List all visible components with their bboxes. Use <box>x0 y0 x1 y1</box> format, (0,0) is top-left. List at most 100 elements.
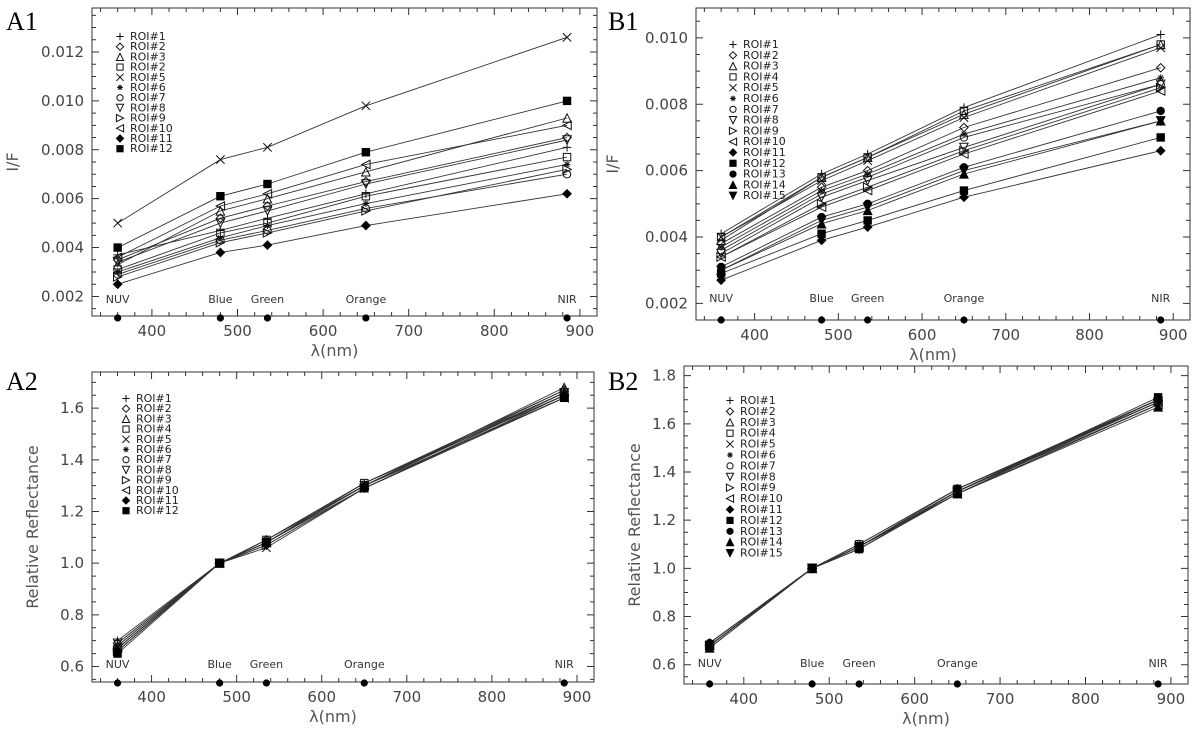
panel-B1-series-line-8 <box>720 83 1161 254</box>
panel-B2-band-dot <box>855 680 863 688</box>
panel-A1-legend-marker <box>115 103 125 113</box>
panel-A1-series-line-3 <box>117 117 568 266</box>
panel-A1-point <box>215 247 226 258</box>
panel-A1-point <box>263 179 272 189</box>
panel-B1-legend-label: ROI#4 <box>743 70 779 83</box>
panel-A2-ytick-label: 0.6 <box>60 658 84 676</box>
panel-A1-series-line-12 <box>117 100 568 249</box>
panel-A1-legend-label: ROI#9 <box>130 112 166 125</box>
panel-B1-legend-marker <box>729 105 737 113</box>
panel-A2-legend-label: ROI#11 <box>136 494 179 507</box>
panel-A1-point <box>563 161 571 168</box>
panel-B1: B1 400 500 600 700 800 900 0.002 0.004 0.006 0.00… <box>603 7 1191 364</box>
panel-B1-band-label: Blue <box>809 292 834 305</box>
panel-A2-point <box>360 484 369 493</box>
panel-A1-xlabel: λ(nm) <box>311 341 359 360</box>
panel-B1-legend-marker <box>728 126 738 136</box>
panel-A2-series-line-5 <box>117 392 565 652</box>
panel-A2-series-line-4 <box>117 394 565 649</box>
panel-B2-legend-label: ROI#14 <box>740 536 783 549</box>
panel-B1-band-dot <box>817 316 826 324</box>
panel-B1-xtick-label: 600 <box>908 326 937 344</box>
panel-B1-series-line-5 <box>720 47 1161 238</box>
panel-B2-legend-marker <box>726 516 734 524</box>
panel-B1-legend-marker <box>730 95 736 102</box>
panel-B1-point <box>959 112 969 123</box>
panel-B1-point <box>1156 106 1165 116</box>
panel-A2: A2 400 500 600 700 800 900 0.6 0.8 1.0 1.2 1.4 1.6 λ… <box>6 367 595 726</box>
panel-A2-point <box>113 649 122 658</box>
panel-B2-ytick-label: 1.0 <box>652 559 676 577</box>
panel-A2-legend-label: ROI#2 <box>136 402 172 415</box>
panel-A1-band-label: NIR <box>557 293 576 306</box>
panel-B2-legend-label: ROI#7 <box>740 459 776 472</box>
panel-B2-legend-label: ROI#10 <box>740 492 783 505</box>
panel-B1-legend-label: ROI#11 <box>743 146 786 159</box>
panel-B1-point <box>862 222 873 232</box>
panel-A1-ytick-label: 0.012 <box>41 43 84 61</box>
panel-A2-xtick-label: 700 <box>392 688 421 706</box>
panel-A2-band-label: Blue <box>207 658 232 671</box>
panel-A1-band-dot <box>114 314 122 322</box>
panel-B2-legend-marker <box>725 407 735 416</box>
panel-A2-point <box>215 558 224 568</box>
panel-B1-point <box>959 106 969 116</box>
panel-B1-legend-label: ROI#12 <box>743 157 786 170</box>
panel-A1-band-label: Orange <box>346 293 387 306</box>
panel-B2-xlabel: λ(nm) <box>902 709 950 728</box>
panel-B1-series-line-4 <box>720 44 1161 238</box>
panel-B1-xtick-label: 800 <box>1075 326 1104 344</box>
panel-A2-legend-label: ROI#8 <box>136 463 172 476</box>
panel-A1-label: A1 <box>6 7 38 36</box>
panel-B1-point <box>1155 62 1166 73</box>
panel-A2-series-line-1 <box>117 392 565 642</box>
panel-A2-point <box>112 638 123 649</box>
panel-B2-legend-marker <box>725 417 735 427</box>
panel-B1-point <box>1156 133 1165 142</box>
panel-A1-point <box>113 218 123 228</box>
panel-A1-series-line-2 <box>117 137 568 261</box>
panel-B1-legend-marker <box>728 137 738 147</box>
panel-A2-legend-label: ROI#5 <box>136 433 172 446</box>
panel-A1-xtick-label: 400 <box>138 322 167 340</box>
panel-A1-point <box>112 257 123 268</box>
panel-A1-point <box>112 252 123 263</box>
panel-B1-point <box>863 156 873 166</box>
panel-B1-series-line-12 <box>720 136 1161 274</box>
panel-B1-ytick-label: 0.004 <box>645 228 688 246</box>
panel-B2-legend-label: ROI#12 <box>740 514 783 527</box>
panel-B1-legend-marker <box>729 159 737 167</box>
panel-A1-series-line-6 <box>117 163 568 273</box>
panel-A1-legend-marker <box>117 84 123 91</box>
panel-B1-xtick-label: 500 <box>824 326 853 344</box>
panel-B1-legend-label: ROI#2 <box>743 49 779 62</box>
panel-A2-ytick-label: 1.4 <box>60 451 84 469</box>
panel-B2-ylabel: Relative Reflectance <box>625 443 644 606</box>
panel-B1-legend-label: ROI#14 <box>743 178 786 191</box>
panel-B1-point <box>862 185 873 196</box>
panel-A2-legend-label: ROI#1 <box>136 392 172 405</box>
panel-A1-point <box>562 32 572 42</box>
panel-B2-band-dot <box>706 680 714 688</box>
panel-A1-band-dot <box>362 314 370 322</box>
panel-A1-series-line-5 <box>117 36 568 224</box>
panel-B1-point <box>959 192 969 203</box>
panel-B2-legend-marker <box>725 472 735 482</box>
panel-B2-ytick-label: 1.6 <box>652 415 676 433</box>
panel-A1-point <box>360 179 371 190</box>
panel-A1-point <box>113 243 122 252</box>
panel-A2-legend-marker <box>122 435 130 444</box>
panel-B2-xtick-label: 700 <box>986 690 1015 708</box>
panel-B1-point <box>862 182 873 193</box>
panel-B1-point <box>816 198 827 209</box>
panel-B2-legend-marker <box>725 483 735 493</box>
panel-A1-ytick-label: 0.008 <box>41 141 84 159</box>
panel-A2-xtick-label: 800 <box>478 688 507 706</box>
panel-A1-legend-label: ROI#10 <box>130 122 173 135</box>
panel-A1-ylabel: I/F <box>3 152 22 171</box>
panel-B1-legend-marker <box>728 180 738 189</box>
panel-B1-ytick-label: 0.010 <box>645 29 688 47</box>
panel-B1-point <box>958 149 969 160</box>
panel-B1-point <box>1155 82 1167 93</box>
